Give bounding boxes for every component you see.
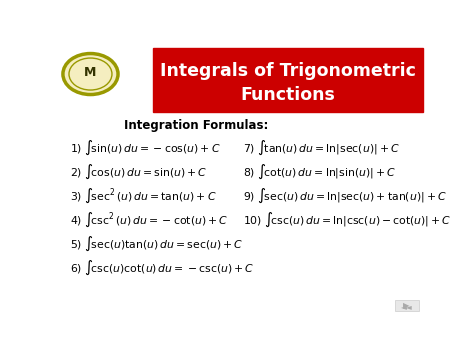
Text: 4) $\int\!\csc^2(u)\,du = -\cot(u)+C$: 4) $\int\!\csc^2(u)\,du = -\cot(u)+C$: [70, 211, 228, 229]
Text: Functions: Functions: [240, 86, 335, 104]
Text: M: M: [84, 66, 97, 79]
Text: 10) $\int\!\csc(u)\,du = \ln|\csc(u)-\cot(u)|+C$: 10) $\int\!\csc(u)\,du = \ln|\csc(u)-\co…: [243, 211, 451, 229]
FancyBboxPatch shape: [395, 300, 419, 311]
Text: 1) $\int\!\sin(u)\,du = -\cos(u)+C$: 1) $\int\!\sin(u)\,du = -\cos(u)+C$: [70, 139, 221, 157]
Text: Integrals of Trigonometric: Integrals of Trigonometric: [160, 62, 416, 80]
Text: 9) $\int\!\sec(u)\,du = \ln|\sec(u)+\tan(u)|+C$: 9) $\int\!\sec(u)\,du = \ln|\sec(u)+\tan…: [243, 187, 447, 205]
Text: 5) $\int\!\sec(u)\tan(u)\,du = \sec(u)+C$: 5) $\int\!\sec(u)\tan(u)\,du = \sec(u)+C…: [70, 235, 244, 253]
Text: 7) $\int\!\tan(u)\,du = \ln|\sec(u)|+C$: 7) $\int\!\tan(u)\,du = \ln|\sec(u)|+C$: [243, 139, 400, 157]
Text: ◄◄: ◄◄: [401, 302, 412, 311]
Text: 3) $\int\!\sec^2(u)\,du = \tan(u)+C$: 3) $\int\!\sec^2(u)\,du = \tan(u)+C$: [70, 187, 217, 205]
Text: 6) $\int\!\csc(u)\cot(u)\,du = -\csc(u)+C$: 6) $\int\!\csc(u)\cot(u)\,du = -\csc(u)+…: [70, 259, 255, 277]
Text: Integration Formulas:: Integration Formulas:: [124, 120, 268, 132]
Text: ▶: ▶: [403, 301, 410, 310]
Circle shape: [63, 54, 118, 94]
FancyBboxPatch shape: [153, 48, 423, 112]
Text: 8) $\int\!\cot(u)\,du = \ln|\sin(u)|+C$: 8) $\int\!\cot(u)\,du = \ln|\sin(u)|+C$: [243, 163, 396, 181]
Text: 2) $\int\!\cos(u)\,du = \sin(u)+C$: 2) $\int\!\cos(u)\,du = \sin(u)+C$: [70, 163, 208, 181]
